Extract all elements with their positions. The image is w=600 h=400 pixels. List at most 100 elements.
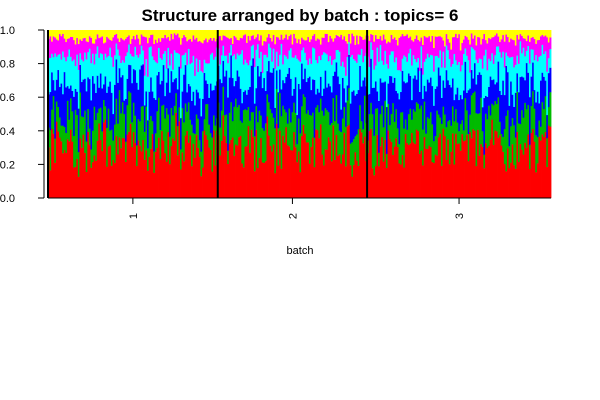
bar-segment — [305, 81, 308, 114]
bar-segment — [117, 123, 120, 155]
bar-segment — [241, 163, 244, 199]
bar-segment — [151, 91, 154, 122]
bar-segment — [378, 38, 381, 62]
bar-segment — [175, 34, 178, 53]
bar-segment — [368, 113, 371, 132]
bar-segment — [198, 98, 201, 141]
bar-segment — [316, 130, 319, 199]
bar-segment — [181, 37, 184, 56]
bar-segment — [82, 38, 85, 62]
bar-segment — [370, 33, 373, 43]
bar-segment — [329, 86, 332, 125]
bar-segment — [521, 110, 524, 150]
bar-segment — [329, 124, 332, 142]
y-tick-label: 0.0 — [0, 193, 15, 205]
bar-segment — [49, 91, 52, 131]
bar-segment — [321, 37, 324, 55]
bar-segment — [324, 70, 327, 109]
bar-segment — [238, 40, 241, 56]
bar-segment — [71, 111, 74, 142]
bar-segment — [294, 77, 297, 113]
bar-segment — [118, 90, 121, 138]
bar-segment — [68, 49, 71, 89]
bar-segment — [93, 43, 96, 65]
bar-segment — [536, 30, 539, 41]
bar-segment — [464, 61, 467, 99]
bar-segment — [143, 105, 146, 132]
bar-segment — [442, 80, 445, 107]
bar-segment — [502, 51, 505, 81]
bar-segment — [191, 124, 194, 167]
bar-segment — [279, 54, 282, 70]
bar-segment — [227, 163, 230, 199]
bar-segment — [114, 34, 116, 56]
bar-segment — [360, 121, 363, 133]
bar-segment — [269, 145, 272, 199]
bar-segment — [488, 30, 491, 39]
bar-segment — [502, 136, 505, 152]
bar-segment — [406, 61, 409, 83]
bar-segment — [519, 41, 522, 78]
bar-segment — [352, 35, 355, 60]
bar-segment — [374, 65, 377, 82]
bar-segment — [384, 50, 387, 82]
bar-segment — [183, 30, 186, 36]
bar-segment — [55, 121, 58, 199]
bar-segment — [192, 91, 195, 134]
bar-segment — [296, 114, 299, 145]
bar-segment — [511, 30, 514, 40]
bar-segment — [247, 65, 250, 90]
bar-segment — [181, 152, 184, 199]
bar-segment — [263, 40, 266, 55]
bar-segment — [343, 67, 346, 89]
bar-segment — [440, 30, 443, 38]
bar-segment — [420, 30, 423, 38]
bar-segment — [480, 58, 483, 75]
bar-segment — [489, 60, 492, 77]
bar-segment — [387, 30, 390, 42]
bar-segment — [125, 161, 127, 199]
bar-segment — [68, 119, 71, 142]
bar-segment — [165, 68, 168, 83]
bar-segment — [398, 143, 401, 164]
bar-segment — [260, 35, 263, 52]
bar-segment — [197, 147, 200, 199]
bar-segment — [161, 37, 164, 60]
bar-segment — [112, 113, 115, 141]
bar-segment — [510, 81, 513, 127]
bar-segment — [304, 40, 307, 53]
bar-segment — [450, 49, 453, 67]
bar-segment — [459, 94, 462, 125]
bar-segment — [335, 34, 338, 51]
bar-segment — [340, 30, 343, 35]
bar-segment — [184, 135, 187, 199]
bar-segment — [356, 30, 359, 36]
bar-segment — [319, 76, 322, 99]
bar-segment — [167, 68, 170, 115]
bar-segment — [63, 71, 66, 128]
bar-segment — [285, 112, 288, 128]
bar-segment — [510, 30, 513, 39]
bar-segment — [340, 66, 343, 110]
x-tick-label: 3 — [454, 213, 466, 219]
bar-segment — [225, 55, 228, 71]
bar-segment — [428, 30, 431, 37]
bar-segment — [530, 105, 533, 134]
bar-segment — [109, 30, 112, 40]
bar-segment — [354, 30, 357, 45]
bar-segment — [505, 30, 508, 35]
bar-segment — [59, 33, 61, 54]
bar-segment — [459, 123, 462, 151]
bar-segment — [431, 35, 434, 56]
bar-segment — [271, 30, 274, 42]
bar-segment — [480, 97, 483, 145]
bar-segment — [434, 36, 437, 56]
bar-segment — [222, 45, 225, 61]
bar-segment — [456, 64, 459, 88]
bar-segment — [393, 37, 396, 63]
bar-segment — [403, 128, 406, 168]
bar-segment — [404, 30, 407, 36]
bar-segment — [503, 163, 506, 199]
bar-segment — [500, 57, 503, 96]
bar-segment — [92, 162, 94, 199]
